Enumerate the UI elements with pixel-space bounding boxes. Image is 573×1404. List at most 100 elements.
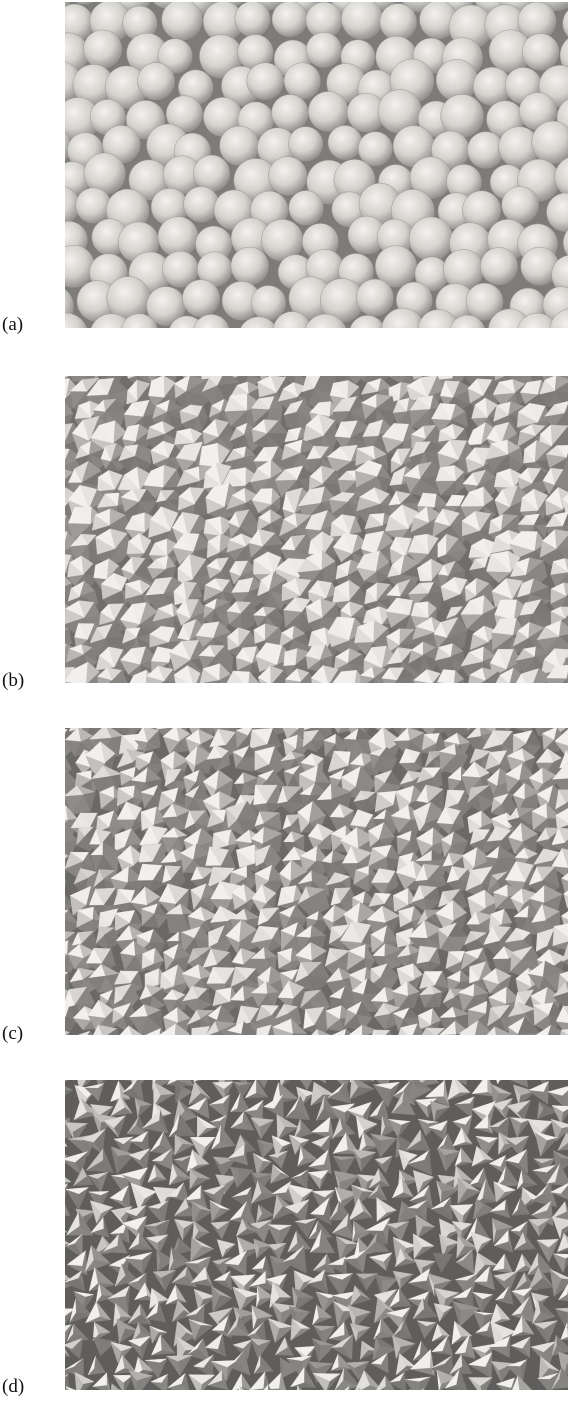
facet	[76, 835, 90, 852]
facet	[294, 961, 309, 983]
facet	[78, 623, 95, 640]
facet	[495, 896, 516, 910]
facet	[536, 866, 556, 881]
facet	[325, 967, 343, 983]
facet	[240, 782, 257, 797]
facet	[242, 1110, 255, 1131]
facet	[280, 750, 296, 762]
facet	[122, 1185, 131, 1211]
facet	[319, 643, 333, 661]
facet	[77, 906, 94, 920]
facet	[468, 567, 486, 584]
facet	[564, 653, 568, 659]
facet	[552, 941, 568, 951]
facet	[65, 819, 69, 824]
facet	[112, 679, 127, 683]
facet	[561, 911, 568, 920]
facet	[96, 1080, 102, 1089]
facet	[73, 1167, 87, 1186]
facet	[282, 728, 299, 739]
facet	[467, 1000, 488, 1014]
facet	[120, 1095, 133, 1114]
facet	[407, 770, 425, 781]
facet	[496, 1080, 500, 1085]
facet	[267, 551, 282, 575]
facet	[186, 1163, 210, 1173]
facet	[251, 1180, 262, 1204]
facet	[114, 728, 130, 739]
facet	[351, 921, 372, 943]
facet	[305, 413, 324, 437]
facet	[379, 755, 398, 775]
sphere	[271, 2, 308, 37]
facet	[517, 1001, 536, 1014]
facet	[335, 565, 349, 580]
facet	[423, 863, 441, 881]
facet	[65, 1146, 68, 1148]
facet	[197, 1116, 217, 1129]
facet	[376, 582, 391, 602]
facet	[381, 436, 404, 454]
facet	[368, 892, 386, 907]
facet	[93, 868, 104, 888]
facet	[149, 879, 168, 894]
facet	[486, 553, 512, 573]
facet	[241, 1021, 258, 1034]
facet	[467, 794, 482, 814]
facet	[447, 1092, 471, 1101]
facet	[168, 1113, 180, 1137]
facet	[433, 621, 448, 638]
facet	[174, 1023, 191, 1035]
facet	[469, 595, 485, 615]
facet	[65, 1080, 68, 1082]
facet	[417, 558, 432, 582]
facet	[371, 1029, 377, 1035]
facet	[362, 1131, 380, 1147]
facet	[399, 748, 416, 764]
sphere	[305, 313, 347, 328]
sphere	[240, 316, 277, 328]
sphere	[120, 313, 158, 328]
facet	[140, 784, 159, 796]
facet	[151, 376, 165, 398]
facet	[219, 679, 224, 683]
facet	[465, 458, 485, 473]
facet	[152, 843, 168, 864]
facet	[201, 1137, 216, 1160]
facet	[240, 1134, 256, 1151]
facet	[104, 492, 120, 506]
facet	[125, 801, 142, 820]
facet	[65, 894, 74, 906]
facet	[65, 680, 67, 683]
facet	[494, 1026, 514, 1035]
facet	[407, 1159, 433, 1176]
facet	[119, 940, 136, 956]
facet	[398, 1149, 410, 1171]
facet	[374, 792, 394, 813]
facet	[466, 728, 481, 739]
facet	[280, 1080, 290, 1088]
facet	[150, 506, 171, 532]
sphere	[193, 154, 231, 192]
facet	[560, 1029, 568, 1035]
sphere	[83, 29, 123, 69]
facet	[218, 1030, 225, 1035]
facet	[147, 730, 161, 748]
facet	[79, 868, 97, 879]
facet	[198, 963, 214, 979]
facet	[370, 1080, 375, 1082]
facet	[85, 741, 106, 764]
facet	[309, 476, 324, 491]
facet	[385, 1029, 392, 1035]
facet	[535, 728, 543, 736]
facet	[321, 1134, 331, 1154]
facet	[65, 1181, 72, 1185]
facet	[555, 808, 568, 824]
facet	[564, 558, 568, 572]
facet	[81, 1128, 106, 1143]
facet	[65, 740, 82, 757]
facet	[271, 487, 281, 505]
facet	[439, 1006, 456, 1018]
facet	[107, 1028, 120, 1035]
facet	[235, 757, 254, 772]
